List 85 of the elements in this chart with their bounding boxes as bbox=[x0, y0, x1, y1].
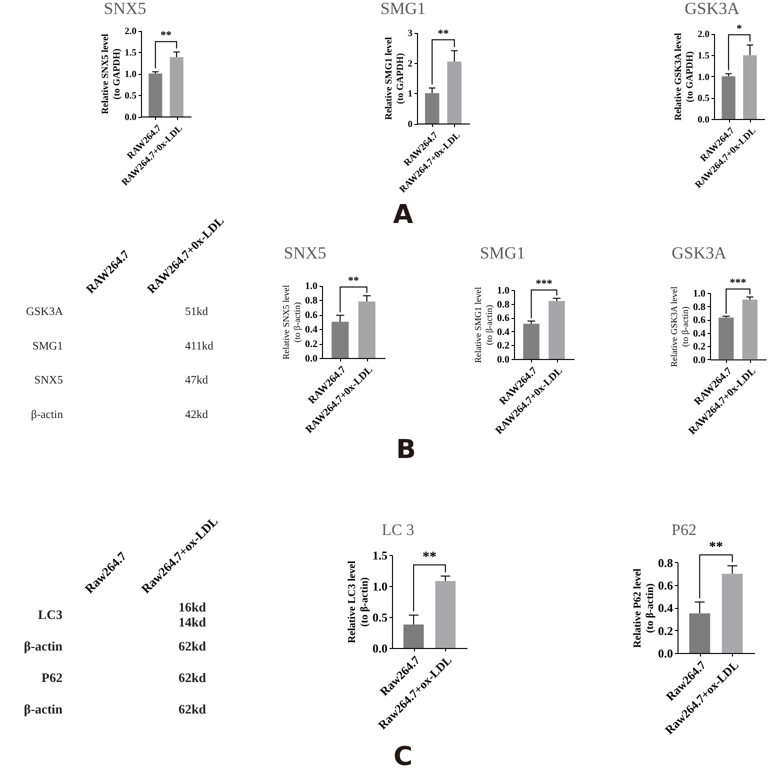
y-axis-title: Relative SMG1 level (to β-actin) bbox=[473, 286, 494, 363]
y-tick-label: 1 bbox=[408, 90, 413, 100]
y-axis-title: Relative P62 level (to β-actin) bbox=[632, 568, 656, 648]
text: A bbox=[392, 200, 414, 230]
annotation: ** bbox=[348, 275, 360, 288]
category-label: 14kd bbox=[178, 614, 206, 630]
y-tick-label: 0.0 bbox=[693, 354, 706, 366]
y-tick-label: 0 bbox=[408, 120, 413, 130]
annotation: ** bbox=[160, 30, 172, 42]
y-tick-label: 0.6 bbox=[305, 310, 318, 322]
text: *** bbox=[536, 278, 553, 290]
chart-title: SMG1 bbox=[380, 0, 426, 18]
y-tick-label: 0.5 bbox=[124, 92, 137, 102]
chart-title: GSK3A bbox=[672, 244, 728, 263]
category-label: P62 bbox=[42, 670, 62, 685]
category-label: SMG1 bbox=[32, 340, 63, 352]
y-tick-label: 1.0 bbox=[497, 286, 510, 296]
y-tick-label: 0.0 bbox=[305, 354, 318, 364]
category-label: SNX5 bbox=[34, 374, 63, 387]
y-tick-label: 1.0 bbox=[698, 72, 710, 83]
category-label: 62kd bbox=[178, 702, 206, 716]
annotation: ** bbox=[438, 28, 450, 40]
y-tick-label: 2.0 bbox=[124, 27, 137, 37]
y-axis-title: Relative GSK3A level (to β-actin) bbox=[669, 286, 690, 367]
y-tick-label: 0.0 bbox=[497, 354, 510, 366]
category-label: β-actin bbox=[30, 408, 63, 421]
y-tick-label: 1.0 bbox=[124, 70, 137, 80]
y-tick-label: 0.8 bbox=[658, 556, 673, 570]
y-tick-label: 0.8 bbox=[693, 302, 706, 313]
y-tick-label: 0.5 bbox=[372, 610, 388, 624]
chart-title: SNX5 bbox=[104, 0, 146, 18]
chart-title: LC 3 bbox=[382, 522, 414, 539]
y-tick-label: 0.6 bbox=[658, 578, 673, 593]
annotation: ** bbox=[422, 550, 436, 565]
y-tick-label: 0.0 bbox=[658, 646, 673, 660]
y-tick-label: 0.4 bbox=[497, 326, 510, 338]
y-tick-label: 0.0 bbox=[124, 113, 137, 123]
annotation: * bbox=[736, 22, 742, 35]
y-axis-title: Relative SNX5 level (to GAPDH) bbox=[101, 34, 123, 114]
y-tick-label: 1.5 bbox=[698, 51, 710, 62]
y-tick-label: 0.0 bbox=[372, 642, 388, 656]
text: ** bbox=[709, 540, 723, 555]
text: *** bbox=[730, 277, 747, 290]
text: C bbox=[393, 742, 413, 772]
y-axis-title: Relative LC3 level (to β-actin) bbox=[347, 560, 370, 644]
category-label: 47kd bbox=[185, 374, 208, 387]
category-label: 411kd bbox=[185, 340, 214, 352]
y-tick-label: 3 bbox=[408, 29, 413, 39]
y-tick-label: 1.5 bbox=[372, 548, 388, 562]
y-tick-label: 1.0 bbox=[693, 288, 706, 300]
y-tick-label: 0.2 bbox=[305, 339, 318, 350]
y-tick-label: 0.0 bbox=[698, 116, 710, 126]
category-label: β-actin bbox=[24, 638, 62, 654]
y-axis-title: Relative SNX5 level (to β-actin) bbox=[281, 284, 302, 360]
text: B bbox=[396, 435, 416, 465]
chart-title: SMG1 bbox=[480, 244, 526, 263]
y-tick-label: 0.2 bbox=[497, 340, 510, 352]
y-tick-label: 0.4 bbox=[305, 324, 318, 336]
y-tick-label: 0.4 bbox=[658, 601, 673, 616]
category-label: GSK3A bbox=[26, 306, 63, 318]
y-tick-label: 0.8 bbox=[305, 296, 318, 307]
y-tick-label: 0.4 bbox=[693, 328, 706, 340]
y-tick-label: 1.0 bbox=[372, 580, 388, 594]
category-label: β-actin bbox=[24, 702, 62, 716]
y-tick-label: 2.0 bbox=[698, 30, 710, 40]
chart-title: SNX5 bbox=[284, 244, 326, 263]
category-label: 62kd bbox=[178, 638, 206, 654]
y-tick-label: 1.5 bbox=[124, 48, 137, 58]
category-label: 62kd bbox=[178, 670, 206, 685]
y-axis-title: Relative SMG1 level (to GAPDH) bbox=[384, 36, 406, 120]
category-label: LC3 bbox=[38, 607, 62, 622]
y-tick-label: 0.6 bbox=[497, 313, 510, 324]
y-tick-label: 2 bbox=[408, 59, 413, 70]
y-tick-label: 0.6 bbox=[693, 315, 706, 326]
chart-title: GSK3A bbox=[684, 0, 740, 18]
y-tick-label: 0.2 bbox=[693, 342, 706, 353]
category-label: 16kd bbox=[178, 600, 206, 614]
y-tick-label: 0.8 bbox=[497, 299, 510, 310]
category-label: 42kd bbox=[185, 408, 208, 421]
y-axis-title: Relative GSK3A level (to GAPDH) bbox=[674, 32, 696, 121]
y-tick-label: 0.2 bbox=[658, 624, 673, 638]
y-tick-label: 1.0 bbox=[305, 281, 318, 292]
category-label: 51kd bbox=[185, 306, 208, 318]
chart-title: P62 bbox=[672, 522, 696, 539]
y-tick-label: 0.5 bbox=[698, 94, 710, 104]
